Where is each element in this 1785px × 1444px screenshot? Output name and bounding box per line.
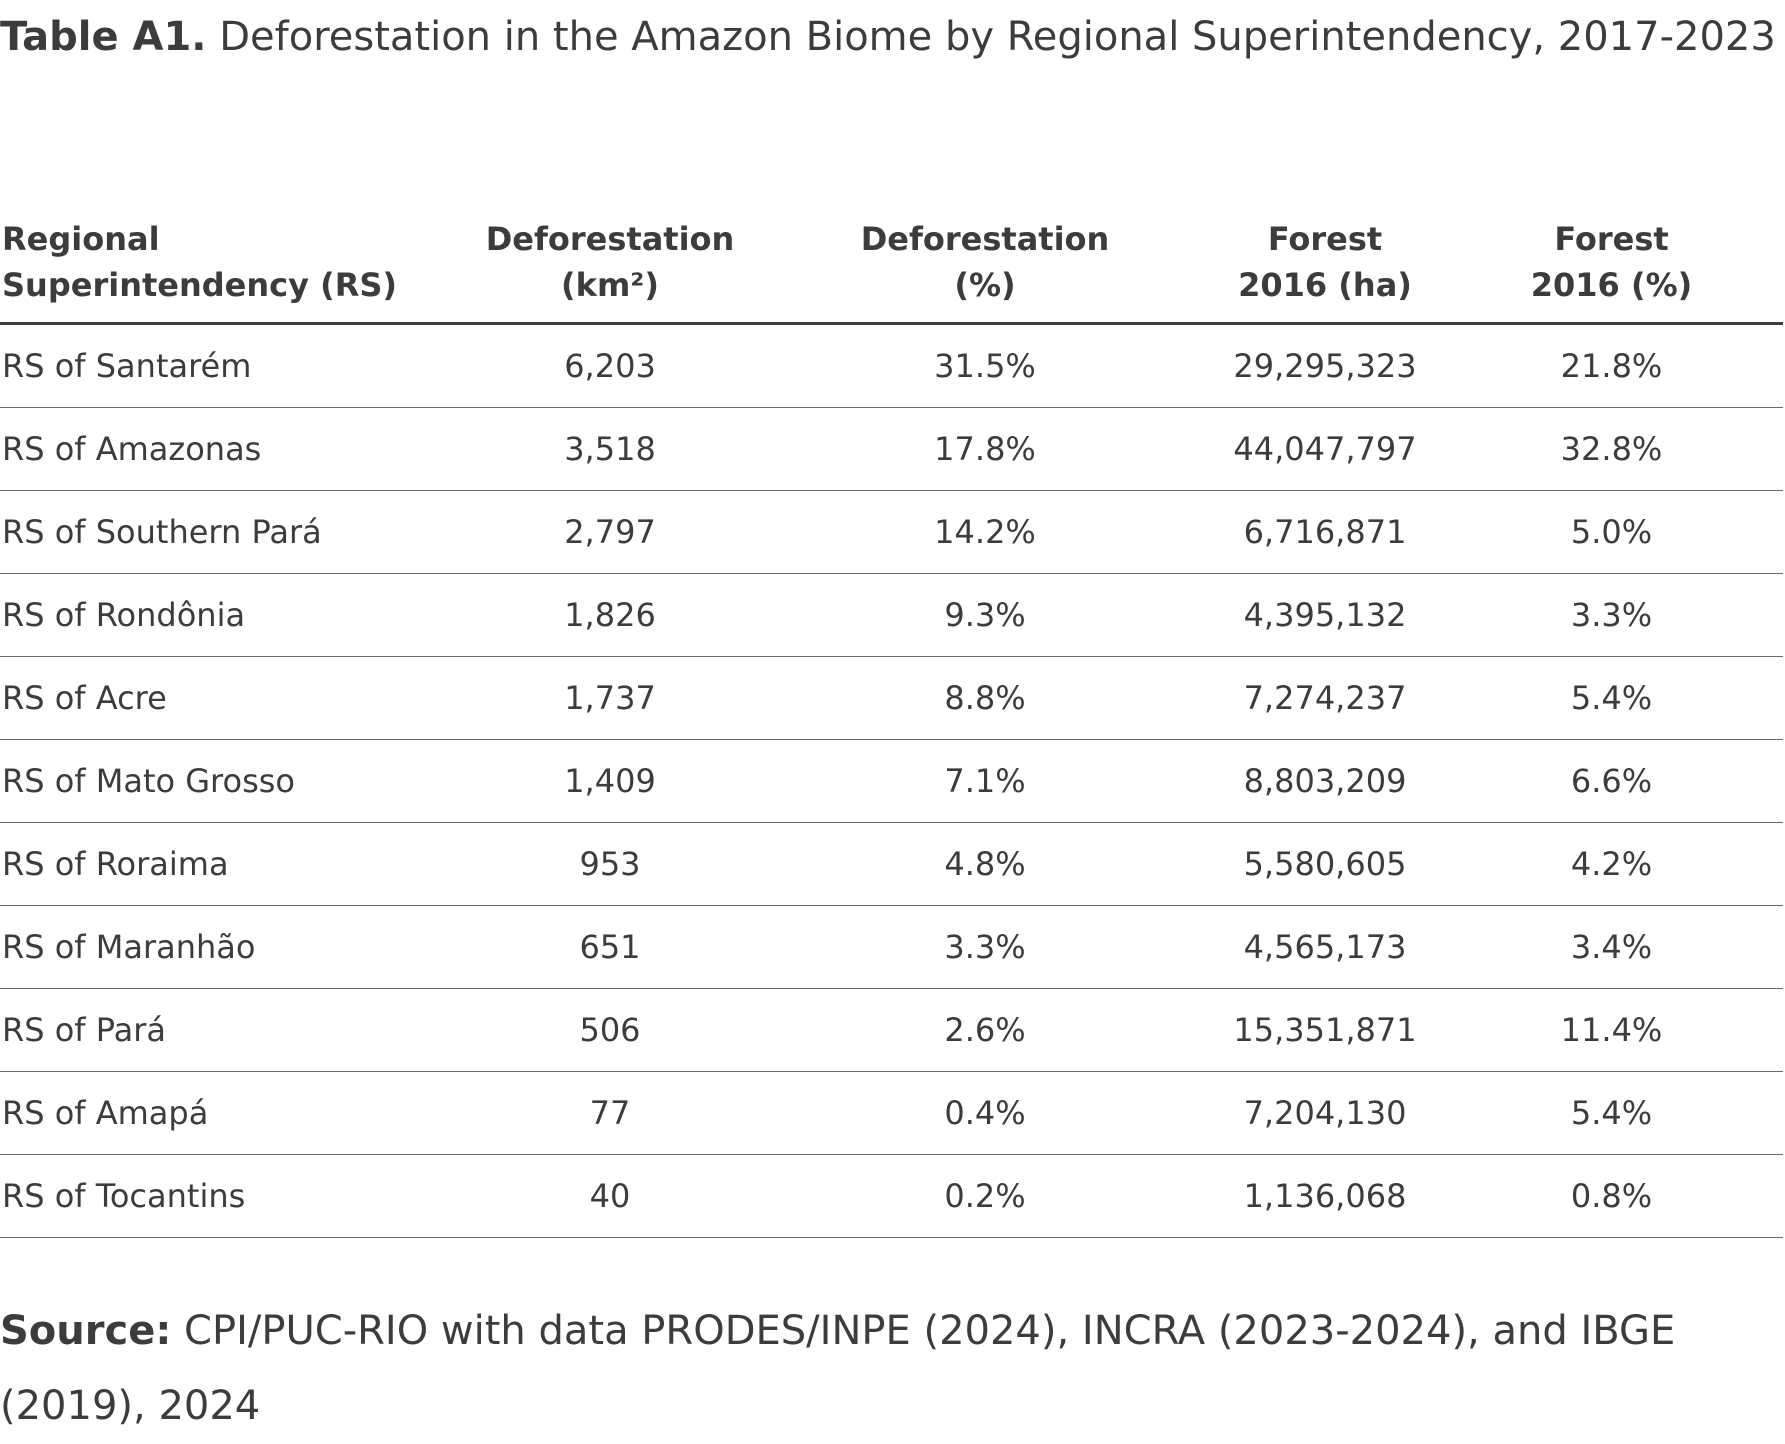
header-line: (km²)	[561, 266, 659, 304]
header-deforestation-km2: Deforestation (km²)	[460, 194, 760, 325]
header-line: Regional	[2, 220, 160, 258]
cell-deforestation-km2: 651	[460, 905, 760, 989]
cell-forest-2016-pct: 5.4%	[1440, 1071, 1783, 1155]
cell-regional-superintendency: RS of Mato Grosso	[0, 739, 460, 823]
header-line: Forest	[1554, 220, 1669, 258]
source-text: CPI/PUC-RIO with data PRODES/INPE (2024)…	[0, 1308, 1676, 1429]
cell-regional-superintendency: RS of Tocantins	[0, 1154, 460, 1238]
cell-deforestation-km2: 506	[460, 988, 760, 1072]
table-row: RS of Roraima 953 4.8% 5,580,605 4.2%	[0, 822, 1783, 906]
cell-forest-2016-pct: 4.2%	[1440, 822, 1783, 906]
cell-deforestation-km2: 77	[460, 1071, 760, 1155]
header-deforestation-pct: Deforestation (%)	[760, 194, 1210, 325]
table-row: RS of Acre 1,737 8.8% 7,274,237 5.4%	[0, 656, 1783, 740]
table-row: RS of Pará 506 2.6% 15,351,871 11.4%	[0, 988, 1783, 1072]
cell-forest-2016-pct: 32.8%	[1440, 407, 1783, 491]
table-title: Table A1. Deforestation in the Amazon Bi…	[0, 0, 1785, 75]
header-line: 2016 (%)	[1530, 266, 1693, 304]
cell-deforestation-pct: 0.2%	[760, 1154, 1210, 1238]
header-forest-2016-ha: Forest 2016 (ha)	[1210, 194, 1440, 325]
deforestation-table: Regional Superintendency (RS) Deforestati…	[0, 194, 1783, 1238]
cell-forest-2016-ha: 8,803,209	[1210, 739, 1440, 823]
cell-deforestation-km2: 2,797	[460, 490, 760, 574]
header-line: 2016 (ha)	[1238, 266, 1412, 304]
header-line: Forest	[1267, 220, 1383, 258]
source-label: Source:	[0, 1308, 172, 1354]
table-row: RS of Tocantins 40 0.2% 1,136,068 0.8%	[0, 1154, 1783, 1238]
cell-forest-2016-ha: 1,136,068	[1210, 1154, 1440, 1238]
table-title-label: Table A1.	[0, 14, 207, 60]
cell-deforestation-km2: 953	[460, 822, 760, 906]
table-row: RS of Mato Grosso 1,409 7.1% 8,803,209 6.6%	[0, 739, 1783, 823]
cell-deforestation-pct: 31.5%	[760, 323, 1210, 408]
header-regional-superintendency: Regional Superintendency (RS)	[0, 194, 460, 325]
cell-regional-superintendency: RS of Amapá	[0, 1071, 460, 1155]
header-line: Deforestation	[485, 220, 735, 258]
table-row: RS of Southern Pará 2,797 14.2% 6,716,871 5.…	[0, 490, 1783, 574]
header-row: Regional Superintendency (RS) Deforestati…	[0, 194, 1783, 325]
table-header: Regional Superintendency (RS) Deforestati…	[0, 194, 1783, 325]
cell-deforestation-pct: 7.1%	[760, 739, 1210, 823]
cell-deforestation-pct: 14.2%	[760, 490, 1210, 574]
cell-forest-2016-ha: 7,274,237	[1210, 656, 1440, 740]
cell-deforestation-pct: 0.4%	[760, 1071, 1210, 1155]
cell-forest-2016-ha: 15,351,871	[1210, 988, 1440, 1072]
cell-forest-2016-ha: 7,204,130	[1210, 1071, 1440, 1155]
header-line: Superintendency (RS)	[2, 266, 398, 304]
cell-deforestation-pct: 9.3%	[760, 573, 1210, 657]
cell-regional-superintendency: RS of Santarém	[0, 323, 460, 408]
table-row: RS of Amazonas 3,518 17.8% 44,047,797 32.8%	[0, 407, 1783, 491]
cell-regional-superintendency: RS of Acre	[0, 656, 460, 740]
source-note: Source: CPI/PUC-RIO with data PRODES/INP…	[0, 1294, 1785, 1444]
header-forest-2016-pct: Forest 2016 (%)	[1440, 194, 1783, 325]
cell-deforestation-pct: 8.8%	[760, 656, 1210, 740]
header-line: (%)	[954, 266, 1016, 304]
cell-forest-2016-pct: 11.4%	[1440, 988, 1783, 1072]
table-row: RS of Amapá 77 0.4% 7,204,130 5.4%	[0, 1071, 1783, 1155]
cell-deforestation-pct: 2.6%	[760, 988, 1210, 1072]
cell-deforestation-km2: 1,737	[460, 656, 760, 740]
cell-forest-2016-pct: 3.3%	[1440, 573, 1783, 657]
cell-deforestation-pct: 3.3%	[760, 905, 1210, 989]
table-row: RS of Maranhão 651 3.3% 4,565,173 3.4%	[0, 905, 1783, 989]
cell-regional-superintendency: RS of Maranhão	[0, 905, 460, 989]
cell-deforestation-km2: 1,826	[460, 573, 760, 657]
table-row: RS of Rondônia 1,826 9.3% 4,395,132 3.3%	[0, 573, 1783, 657]
cell-regional-superintendency: RS of Rondônia	[0, 573, 460, 657]
cell-deforestation-km2: 1,409	[460, 739, 760, 823]
cell-regional-superintendency: RS of Roraima	[0, 822, 460, 906]
cell-deforestation-pct: 4.8%	[760, 822, 1210, 906]
cell-regional-superintendency: RS of Pará	[0, 988, 460, 1072]
cell-forest-2016-pct: 21.8%	[1440, 323, 1783, 408]
cell-forest-2016-ha: 6,716,871	[1210, 490, 1440, 574]
cell-forest-2016-pct: 0.8%	[1440, 1154, 1783, 1238]
cell-forest-2016-pct: 3.4%	[1440, 905, 1783, 989]
cell-forest-2016-ha: 29,295,323	[1210, 323, 1440, 408]
table-title-text: Deforestation in the Amazon Biome by Reg…	[206, 14, 1776, 60]
cell-forest-2016-ha: 4,565,173	[1210, 905, 1440, 989]
cell-forest-2016-pct: 5.4%	[1440, 656, 1783, 740]
cell-forest-2016-ha: 4,395,132	[1210, 573, 1440, 657]
cell-regional-superintendency: RS of Southern Pará	[0, 490, 460, 574]
cell-deforestation-pct: 17.8%	[760, 407, 1210, 491]
cell-regional-superintendency: RS of Amazonas	[0, 407, 460, 491]
header-line: Deforestation	[860, 220, 1110, 258]
table-body: RS of Santarém 6,203 31.5% 29,295,323 21.8% R…	[0, 323, 1783, 1238]
cell-deforestation-km2: 6,203	[460, 323, 760, 408]
cell-forest-2016-pct: 5.0%	[1440, 490, 1783, 574]
cell-deforestation-km2: 3,518	[460, 407, 760, 491]
cell-forest-2016-pct: 6.6%	[1440, 739, 1783, 823]
cell-forest-2016-ha: 44,047,797	[1210, 407, 1440, 491]
cell-forest-2016-ha: 5,580,605	[1210, 822, 1440, 906]
cell-deforestation-km2: 40	[460, 1154, 760, 1238]
table-row: RS of Santarém 6,203 31.5% 29,295,323 21.8%	[0, 323, 1783, 408]
